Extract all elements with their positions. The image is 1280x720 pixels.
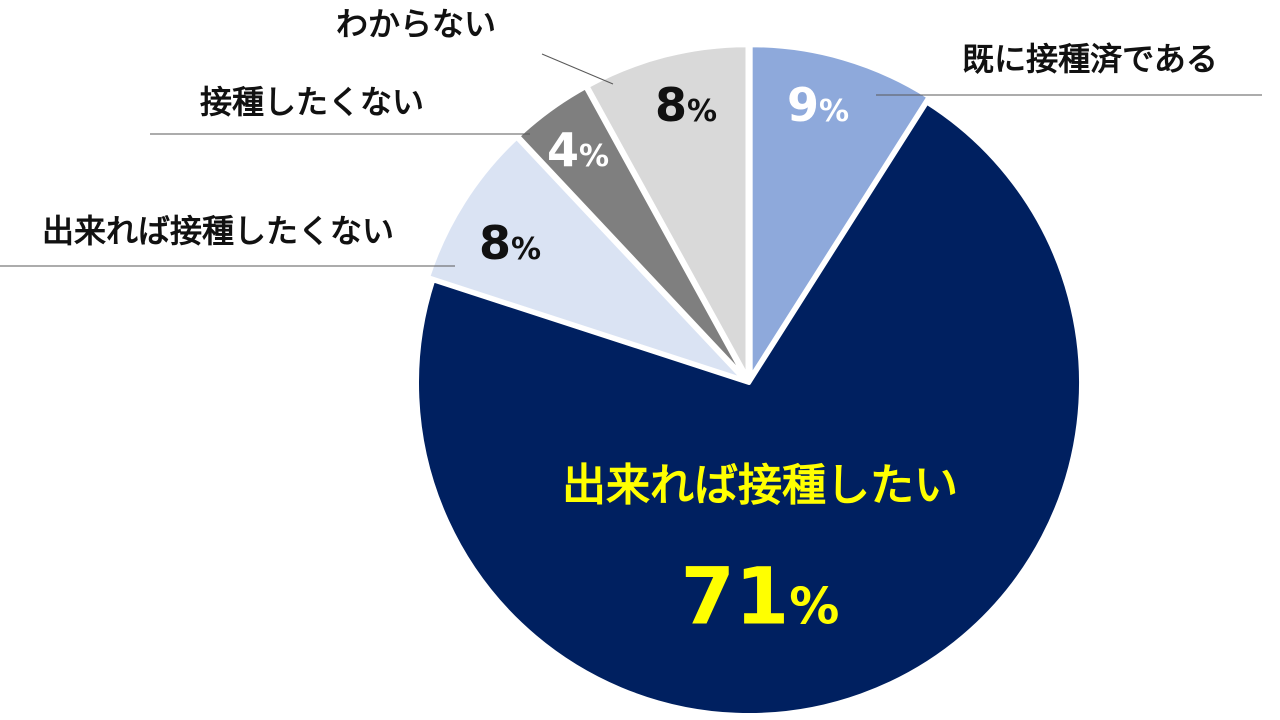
leader-lines (0, 53, 1262, 267)
category-label-5: わからない (336, 5, 496, 43)
percent-label-4: 4% (547, 123, 609, 177)
pie-slice-1 (748, 43, 931, 380)
pie-slice-2 (415, 100, 1083, 717)
pie-labels: 既に接種済である 9% 出来れば接種したい 71% 出来れば接種したくない 8% 接種したく… (42, 5, 1218, 642)
percent-label-1: 9% (787, 78, 849, 132)
category-label-4: 接種したくない (200, 83, 424, 121)
pie-slices (415, 43, 1083, 717)
percent-label-2: 71% (681, 552, 840, 642)
percent-label-3: 8% (479, 216, 541, 270)
pie-slice-4 (516, 85, 748, 381)
category-label-3: 出来れば接種したくない (42, 212, 394, 250)
pie-slice-3 (426, 135, 746, 382)
percent-label-5: 8% (655, 78, 717, 132)
category-label-1: 既に接種済である (962, 40, 1218, 78)
pie-slice-5 (585, 43, 750, 380)
category-label-2: 出来れば接種したい (562, 460, 958, 511)
leader-line-5 (541, 53, 614, 85)
